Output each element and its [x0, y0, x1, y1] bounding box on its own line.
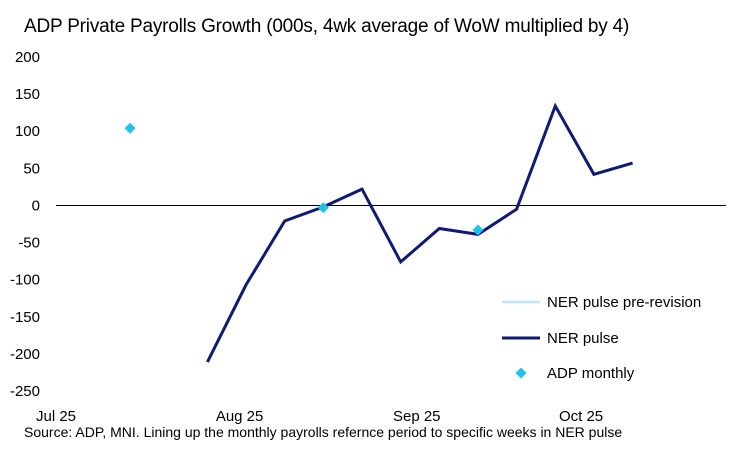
data-point-marker	[472, 224, 484, 236]
data-point-marker	[124, 122, 136, 134]
y-tick-label: -200	[10, 346, 40, 363]
y-tick-label: -100	[10, 272, 40, 289]
legend-label: NER pulse pre-revision	[547, 294, 701, 311]
y-tick-label: 150	[15, 86, 40, 103]
y-tick-label: -150	[10, 309, 40, 326]
y-tick-label: 100	[15, 123, 40, 140]
y-tick-label: -250	[10, 383, 40, 400]
x-tick-label: Oct 25	[559, 408, 603, 425]
y-tick-label: 200	[15, 49, 40, 66]
y-tick-label: 0	[32, 197, 40, 214]
x-tick-label: Jul 25	[36, 408, 76, 425]
y-tick-label: -50	[18, 235, 40, 252]
y-tick-label: 50	[23, 160, 40, 177]
chart-title: ADP Private Payrolls Growth (000s, 4wk a…	[24, 16, 630, 37]
legend-swatch-marker	[515, 367, 527, 379]
x-tick-label: Aug 25	[216, 408, 264, 425]
legend-label: NER pulse	[547, 330, 619, 347]
series-line-1	[206, 102, 634, 363]
source-note: Source: ADP, MNI. Lining up the monthly …	[24, 424, 623, 440]
x-tick-label: Sep 25	[393, 408, 441, 425]
legend-label: ADP monthly	[547, 365, 635, 382]
data-point-marker	[317, 202, 329, 214]
